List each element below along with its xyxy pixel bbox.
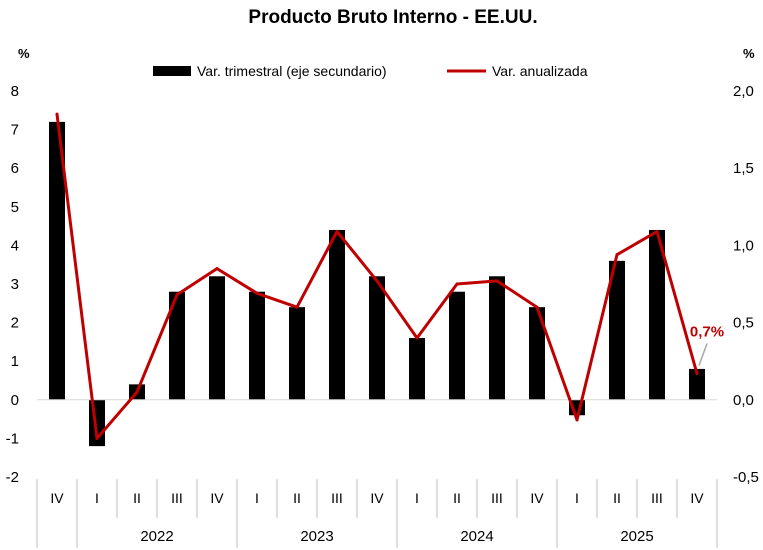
left-tick-label: 1: [11, 353, 19, 370]
line-point: [655, 230, 659, 234]
category-label: I: [95, 490, 99, 506]
annotation-leader: [698, 343, 708, 366]
year-label: 2022: [140, 528, 173, 545]
left-tick-label: -2: [6, 469, 19, 486]
category-label: IV: [530, 490, 544, 506]
left-tick-label: 3: [11, 276, 19, 293]
category-label: II: [293, 490, 301, 506]
category-label: II: [613, 490, 621, 506]
line-point: [295, 305, 299, 309]
bar: [169, 291, 185, 400]
bar: [209, 276, 225, 400]
right-tick-label: -0,5: [733, 469, 759, 486]
line-series: [55, 112, 699, 440]
year-label: 2025: [620, 528, 653, 545]
category-label: IV: [690, 490, 704, 506]
category-label: IV: [370, 490, 384, 506]
legend-label-line: Var. anualizada: [492, 63, 588, 79]
bar: [409, 338, 425, 400]
category-label: I: [255, 490, 259, 506]
left-tick-label: 7: [11, 122, 19, 139]
line-point: [575, 418, 579, 422]
year-label: 2024: [460, 528, 493, 545]
right-tick-label: 1,0: [733, 237, 754, 254]
category-label: IV: [210, 490, 224, 506]
right-axis-unit: %: [743, 46, 755, 61]
year-label: 2023: [300, 528, 333, 545]
right-axis: -0,5 0,0 0,5 1,0 1,5 2,0: [733, 83, 759, 486]
line-point: [615, 253, 619, 257]
bar-series: [49, 121, 705, 447]
line-point: [335, 230, 339, 234]
line-point: [175, 293, 179, 297]
category-label: I: [415, 490, 419, 506]
line-point: [215, 267, 219, 271]
left-axis-unit: %: [18, 46, 30, 61]
bar: [449, 291, 465, 400]
legend: Var. trimestral (eje secundario) Var. an…: [153, 63, 588, 79]
line-point: [455, 282, 459, 286]
line-point: [255, 291, 259, 295]
chart-title: Producto Bruto Interno - EE.UU.: [248, 7, 537, 28]
line-point: [695, 372, 699, 376]
right-tick-label: 0,0: [733, 392, 754, 409]
bar: [489, 276, 505, 400]
left-tick-label: 4: [11, 237, 19, 254]
line-point: [415, 336, 419, 340]
category-label: II: [453, 490, 461, 506]
legend-label-bar: Var. trimestral (eje secundario): [197, 63, 387, 79]
bar: [609, 260, 625, 400]
annotation-label: 0,7%: [690, 324, 724, 341]
category-label: III: [171, 490, 183, 506]
line-point: [495, 279, 499, 283]
line-point: [135, 390, 139, 394]
bar: [529, 307, 545, 400]
left-tick-label: -1: [6, 430, 19, 447]
bar: [369, 276, 385, 400]
line-point: [375, 279, 379, 283]
line-point: [535, 305, 539, 309]
category-label: III: [491, 490, 503, 506]
left-tick-label: 5: [11, 199, 19, 216]
right-tick-label: 0,5: [733, 315, 754, 332]
bar: [689, 368, 705, 400]
category-label: IV: [50, 490, 64, 506]
bar: [329, 229, 345, 400]
category-label: II: [133, 490, 141, 506]
left-tick-label: 2: [11, 315, 19, 332]
line-point: [55, 112, 59, 116]
category-label: I: [575, 490, 579, 506]
left-tick-label: 0: [11, 392, 19, 409]
left-tick-label: 8: [11, 83, 19, 100]
line-point: [95, 436, 99, 440]
bar: [289, 307, 305, 400]
bar: [249, 291, 265, 400]
category-label: III: [331, 490, 343, 506]
category-label: III: [651, 490, 663, 506]
right-tick-label: 2,0: [733, 83, 754, 100]
bar: [649, 229, 665, 400]
left-axis: -2 -1 0 1 2 3 4 5 6 7 8: [6, 83, 19, 486]
right-tick-label: 1,5: [733, 160, 754, 177]
bar: [49, 121, 65, 400]
annotation: 0,7%: [690, 324, 724, 366]
legend-swatch-bar: [153, 66, 191, 76]
left-tick-label: 6: [11, 160, 19, 177]
